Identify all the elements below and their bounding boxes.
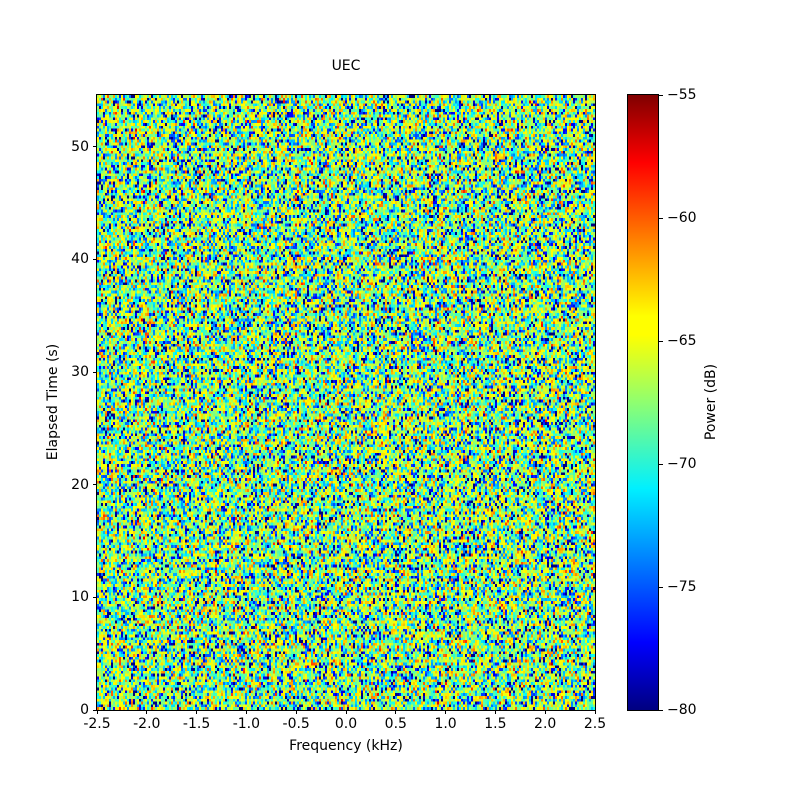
title-line-app: UEC bbox=[331, 58, 361, 74]
y-tick-label: 40 bbox=[71, 251, 89, 268]
y-tick-label: 30 bbox=[71, 364, 89, 381]
colorbar-tick-mark bbox=[659, 709, 663, 711]
plot-area bbox=[96, 94, 596, 711]
x-tick-mark bbox=[544, 710, 546, 714]
colorbar-tick-label: −60 bbox=[667, 210, 697, 226]
x-tick-mark bbox=[345, 710, 347, 714]
x-tick-label: -0.5 bbox=[282, 716, 310, 732]
spectrogram-canvas bbox=[97, 95, 595, 710]
colorbar-tick-label: −80 bbox=[667, 702, 697, 718]
colorbar-tick-mark bbox=[659, 340, 663, 342]
x-tick-label: 0.0 bbox=[334, 716, 358, 732]
x-tick-label: 2.5 bbox=[583, 716, 607, 732]
y-tick-mark bbox=[93, 484, 97, 486]
x-tick-mark bbox=[245, 710, 247, 714]
x-tick-label: 1.5 bbox=[484, 716, 507, 732]
x-tick-label: -2.0 bbox=[133, 716, 161, 732]
x-tick-mark bbox=[494, 710, 496, 714]
y-tick-mark bbox=[93, 146, 97, 148]
colorbar-tick-mark bbox=[659, 94, 663, 96]
colorbar-tick-label: −65 bbox=[667, 333, 697, 349]
x-tick-label: 0.5 bbox=[384, 716, 407, 732]
x-tick-label: 1.0 bbox=[434, 716, 457, 732]
y-tick-label: 50 bbox=[71, 138, 89, 155]
y-tick-mark bbox=[93, 371, 97, 373]
x-tick-mark bbox=[395, 710, 397, 714]
x-tick-mark bbox=[146, 710, 148, 714]
x-tick-mark bbox=[196, 710, 198, 714]
colorbar-label: Power (dB) bbox=[703, 363, 719, 441]
y-tick-mark bbox=[93, 709, 97, 711]
colorbar-tick-mark bbox=[659, 586, 663, 588]
x-axis-label: Frequency (kHz) bbox=[289, 738, 403, 754]
x-tick-label: -2.5 bbox=[83, 716, 111, 732]
y-tick-label: 0 bbox=[80, 702, 89, 718]
y-tick-mark bbox=[93, 258, 97, 260]
colorbar-gradient bbox=[627, 94, 659, 711]
y-tick-label: 10 bbox=[71, 589, 89, 606]
x-tick-mark bbox=[96, 710, 98, 714]
x-tick-label: -1.0 bbox=[232, 716, 261, 732]
y-tick-mark bbox=[93, 596, 97, 598]
x-tick-label: 2.0 bbox=[534, 716, 557, 732]
colorbar-tick-label: −75 bbox=[667, 579, 697, 595]
x-tick-mark bbox=[295, 710, 297, 714]
colorbar-tick-label: −70 bbox=[667, 456, 697, 472]
y-axis-label: Elapsed Time (s) bbox=[45, 343, 61, 461]
x-tick-label: -1.5 bbox=[182, 716, 211, 732]
y-tick-label: 20 bbox=[71, 476, 89, 493]
colorbar-tick-mark bbox=[659, 463, 663, 465]
x-tick-mark bbox=[594, 710, 596, 714]
colorbar-tick-mark bbox=[659, 217, 663, 219]
colorbar-tick-label: −55 bbox=[667, 87, 697, 103]
x-tick-mark bbox=[445, 710, 447, 714]
